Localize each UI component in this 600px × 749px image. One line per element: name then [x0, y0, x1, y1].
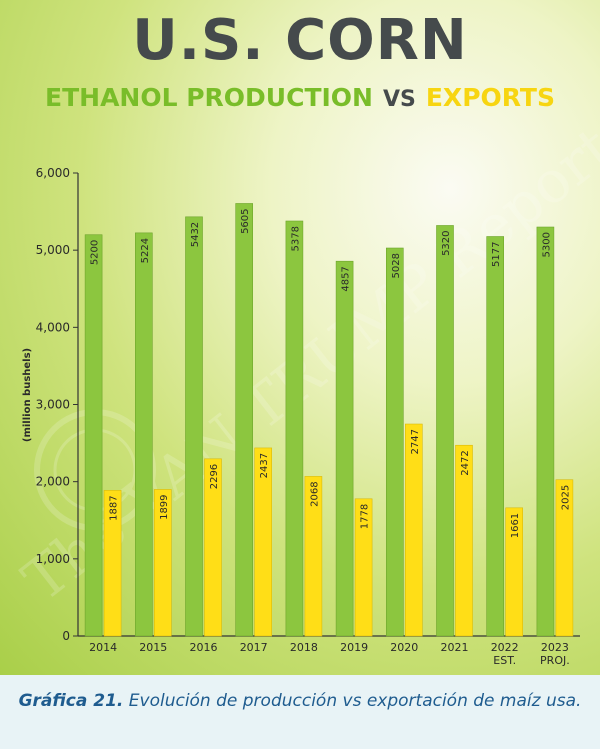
y-tick-label: 3,000 [36, 398, 70, 412]
ethanol-bar [385, 247, 404, 637]
y-tick-label: 2,000 [36, 475, 70, 489]
caption-label: Gráfica 21. [18, 691, 124, 711]
ethanol-bar [185, 216, 203, 637]
y-tick-label: 4,000 [36, 320, 70, 334]
x-tick-label: 2015 [139, 641, 167, 654]
ethanol-bar [235, 203, 253, 637]
ethanol-value-label: 5028 [391, 253, 402, 278]
bar-chart: The VAN TRUMP Report 01,0002,0003,0004,0… [22, 166, 580, 667]
exports-bar [455, 444, 473, 637]
ethanol-bar [84, 234, 103, 637]
exports-value-label: 1778 [360, 504, 371, 529]
chart-subtitle: ETHANOL PRODUCTION VS EXPORTS [0, 80, 600, 118]
ethanol-value-label: 4857 [341, 266, 352, 291]
x-tick-label: PROJ. [540, 654, 570, 667]
ethanol-bar [436, 225, 454, 637]
y-axis-label: (million bushels) [22, 348, 33, 442]
exports-series-title: EXPORTS [425, 83, 555, 112]
exports-bar [103, 490, 122, 637]
vs-label: VS [382, 87, 416, 112]
x-tick-label: 2022 [491, 641, 519, 654]
exports-bar [154, 489, 172, 637]
chart-poster: The VAN TRUMP Report 0 1,000 2,000 3,000 4,0… [0, 0, 600, 675]
ethanol-value-label: 5320 [441, 230, 452, 255]
exports-value-label: 2747 [410, 429, 421, 454]
exports-bar [304, 476, 323, 637]
ethanol-bar [285, 220, 304, 637]
exports-bar [204, 458, 222, 637]
ethanol-value-label: 5200 [90, 240, 101, 265]
exports-value-label: 1899 [159, 494, 170, 519]
exports-bar [354, 498, 373, 637]
figure-caption: Gráfica 21. Evolución de producción vs e… [0, 688, 600, 714]
x-tick-label: 2020 [390, 641, 418, 654]
exports-value-label: 2437 [259, 453, 270, 478]
caption-text: Evolución de producción vs exportación d… [128, 691, 582, 711]
exports-bar [254, 447, 272, 637]
ethanol-value-label: 5177 [491, 242, 502, 267]
y-tick-label: 0 [62, 629, 70, 643]
x-tick-label: 2018 [290, 641, 318, 654]
exports-value-label: 2025 [560, 485, 571, 510]
ethanol-value-label: 5300 [541, 232, 552, 257]
exports-bar [505, 507, 524, 637]
exports-bar [404, 423, 423, 637]
exports-bar [555, 479, 574, 637]
x-tick-label: 2019 [340, 641, 368, 654]
exports-value-label: 2068 [309, 481, 320, 506]
chart-data-labels: 5200 1887 5224 1899 5432 2296 5605 2437 5378 2068… [90, 208, 572, 538]
ethanol-bar [486, 236, 505, 637]
ethanol-value-label: 5378 [290, 226, 301, 251]
y-tick-label: 1,000 [36, 552, 70, 566]
exports-value-label: 1661 [510, 513, 521, 538]
ethanol-bar [536, 226, 555, 637]
chart-bars [84, 203, 574, 637]
x-tick-label: 2016 [190, 641, 218, 654]
x-tick-label: 2021 [441, 641, 469, 654]
chart-axes: 0 1,000 2,000 3,000 4,000 5,000 6,000 (million … [22, 166, 580, 643]
y-tick-label: 5,000 [36, 243, 70, 257]
exports-value-label: 2296 [209, 464, 220, 489]
ethanol-value-label: 5432 [190, 222, 201, 247]
x-tick-label: 2014 [89, 641, 117, 654]
x-tick-label: 2023 [541, 641, 569, 654]
chart-title: U.S. CORN [132, 8, 468, 73]
chart-x-ticks: 2014 2015 2016 2017 2018 2019 2020 2021 2022EST.… [89, 641, 570, 667]
ethanol-bar [335, 260, 354, 637]
ethanol-value-label: 5224 [140, 238, 151, 263]
ethanol-series-title: ETHANOL PRODUCTION [45, 83, 373, 112]
y-tick-label: 6,000 [36, 166, 70, 180]
exports-value-label: 2472 [460, 450, 471, 475]
exports-value-label: 1887 [109, 495, 120, 520]
ethanol-value-label: 5605 [240, 208, 251, 233]
x-tick-label: 2017 [240, 641, 268, 654]
x-tick-label: EST. [493, 654, 516, 667]
ethanol-bar [135, 232, 153, 637]
